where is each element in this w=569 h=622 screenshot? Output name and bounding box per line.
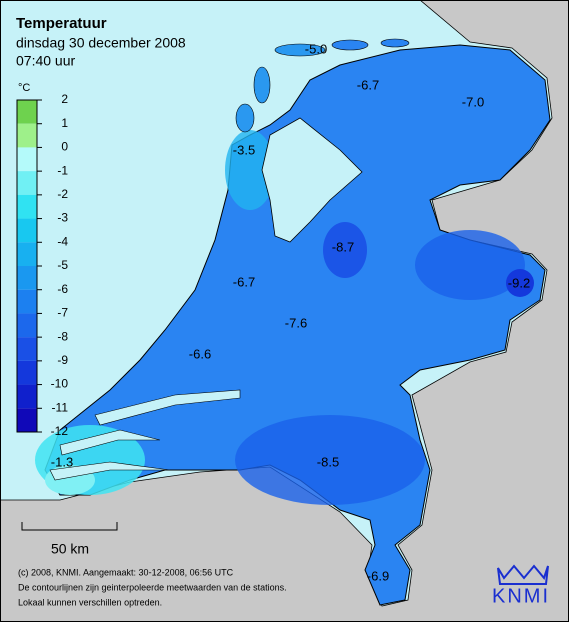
legend-tick-label: -4 [57,234,68,248]
legend-tick-label: -3 [57,211,68,225]
legend-swatch [17,147,37,172]
legend-swatch [17,218,37,243]
island [253,66,271,104]
legend-swatch [17,171,37,195]
legend-swatch [17,242,37,266]
station-value: -5.0 [305,41,327,56]
station-value: -7.6 [285,315,307,330]
legend-swatch [17,123,37,148]
island [331,39,369,51]
station-labels: -5.0 -6.7 -7.0 -3.5 -8.7 -9.2 -6.7 -7.6 -6.6 -8.5… [51,41,530,583]
lake [261,117,363,243]
legend-tick-label: -7 [57,306,68,320]
legend-tick-label: -11 [52,400,69,414]
date: dinsdag 30 december 2008 [16,35,186,51]
station-value: -7.0 [462,94,484,109]
logo: KNMI [492,585,550,607]
footer-line: Lokaal kunnen verschillen optreden. [18,597,162,607]
legend-swatch [17,384,37,409]
scale-label: 50 km [51,541,89,557]
legend-tick-label: -9 [57,353,68,367]
station-value: -6.7 [233,274,255,289]
island [380,38,410,48]
cold-zone [415,230,525,300]
legend: 2 1 0 -1 -2 -3 -4 -5 -6 -7 -8 -9 -10 -11 -12 [16,92,69,438]
estuary [94,389,241,426]
station-value: -6.7 [357,77,379,92]
scale-bar [21,522,118,531]
legend-tick-label: -8 [57,329,68,343]
legend-tick-label: -5 [57,258,68,272]
station-value: -9.2 [508,275,530,290]
station-value: -8.7 [332,239,354,254]
legend-unit: °C [18,82,30,94]
legend-swatch [17,266,37,290]
legend-swatch [17,100,37,124]
legend-tick-label: 2 [61,92,68,106]
station-value: -6.9 [367,568,389,583]
legend-swatch [17,313,37,338]
mild-zone [225,130,275,210]
station-value: -3.5 [233,142,255,157]
station-value: -1.3 [51,454,73,469]
estuary [59,429,161,456]
time: 07:40 uur [16,53,75,69]
footer-line: De contourlijnen zijn geinterpoleerde me… [18,582,287,592]
legend-tick-label: -10 [51,377,69,391]
island [235,103,255,133]
legend-swatch [17,408,37,432]
legend-tick-label: -12 [51,424,69,438]
logo-crown [497,564,549,585]
legend-swatch [17,289,37,314]
legend-tick-label: 1 [61,116,68,130]
island [274,43,326,57]
station-value: -6.6 [189,346,211,361]
title: Temperatuur [16,15,107,32]
legend-tick-label: -6 [57,282,68,296]
cold-zone [235,415,425,505]
legend-tick-label: -2 [57,187,68,201]
cold-zone [323,222,367,278]
legend-tick-label: -1 [57,163,68,177]
legend-swatch [17,194,37,219]
estuary [49,461,171,481]
legend-tick-label: 0 [61,140,68,154]
legend-swatch [17,360,37,385]
legend-swatch [17,337,37,361]
cold-zone [506,269,534,297]
station-value: -8.5 [317,454,339,469]
footer-line: (c) 2008, KNMI. Aangemaakt: 30-12-2008, … [18,567,234,577]
